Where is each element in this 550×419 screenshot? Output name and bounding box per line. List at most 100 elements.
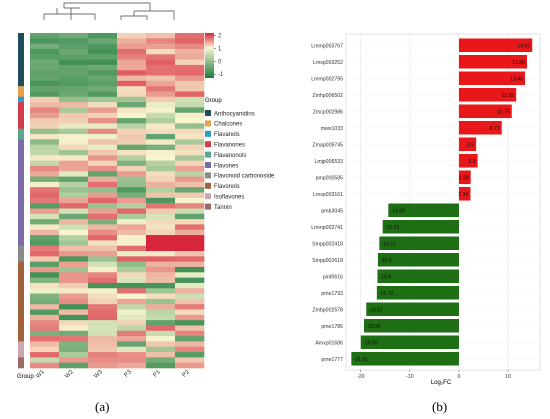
category-label: pmb3045 (321, 208, 343, 214)
heatmap-cell (117, 123, 147, 130)
heatmap-cell (146, 298, 176, 305)
heatmap-cell (88, 213, 118, 220)
legend-entry: Flavones (214, 163, 238, 169)
legend-swatch (205, 162, 211, 168)
heatmap-cell (88, 160, 118, 167)
heatmap-cell (146, 219, 176, 225)
heatmap-cell (30, 160, 60, 167)
heatmap-cell (175, 75, 205, 82)
heatmap-cell (30, 251, 60, 257)
column-labels: W1 W2 W3 P3 P1 P2 (35, 369, 191, 380)
heatmap-cell (30, 171, 60, 177)
heatmap-cell (175, 336, 205, 342)
heatmap-cell (30, 357, 60, 363)
heatmap-cell (59, 38, 89, 44)
bar-value-label: 13.86 (512, 60, 525, 66)
heatmap-cell (146, 325, 176, 332)
legend-entry: Flavonols (214, 184, 240, 190)
bar (360, 335, 459, 350)
bar-value-label: 2.34 (458, 192, 468, 198)
heatmap-cell (117, 256, 147, 262)
heatmap-cell (88, 123, 118, 130)
category-label: Lmjp006533 (314, 159, 343, 165)
legend-entry: Flavanonols (214, 153, 246, 159)
heatmap-cell (146, 357, 176, 363)
heatmap-cell (146, 59, 176, 66)
heatmap-cell (30, 75, 60, 82)
category-label: pmf0616 (323, 274, 343, 280)
column-dendrogram (43, 2, 175, 20)
heatmap-cell (30, 102, 60, 108)
heatmap-cell (30, 298, 60, 305)
heatmap-cell (88, 266, 118, 273)
heatmap-cell (117, 80, 147, 87)
heatmap-cell (175, 197, 205, 204)
heatmap-cell (146, 240, 176, 246)
heatmap-cell (175, 293, 205, 300)
heatmap-cell (30, 59, 60, 66)
heatmap-cell (30, 208, 60, 215)
heatmap-cell (59, 134, 89, 140)
heatmap-cell (59, 245, 89, 252)
heatmap-cell (175, 229, 205, 236)
legend-swatch (205, 193, 211, 200)
heatmap-cell (30, 293, 60, 300)
heatmap-cell (146, 171, 176, 177)
heatmap-cell (59, 224, 89, 231)
heatmap-cell (88, 277, 118, 284)
x-tick-label: 0 (458, 374, 461, 380)
heatmap-cell (146, 128, 176, 135)
heatmap-cell (30, 33, 60, 39)
bar (388, 203, 459, 218)
heatmap-cell (175, 362, 205, 369)
bar-value-label: -16.21 (381, 241, 396, 247)
heatmap-cell (175, 235, 205, 241)
heatmap-cell (30, 213, 60, 220)
heatmap-cell (59, 96, 89, 103)
heatmap-cell (30, 219, 60, 225)
heatmap-cell (117, 86, 147, 92)
heatmap-cell (59, 256, 89, 262)
heatmap-cell (30, 277, 60, 284)
bar (458, 38, 533, 53)
heatmap-cell (175, 208, 205, 215)
heatmap-cell (175, 203, 205, 209)
heatmap-cell (117, 48, 147, 55)
heatmap-cell (175, 33, 205, 39)
heatmap-cell (88, 272, 118, 278)
heatmap-cell (146, 224, 176, 231)
bar (458, 137, 477, 152)
heatmap-cell (30, 149, 60, 156)
heatmap-cell (88, 181, 118, 188)
heatmap-cell (30, 86, 60, 92)
heatmap-cell (146, 261, 176, 268)
bar (458, 87, 517, 102)
heatmap-cell (117, 197, 147, 204)
colorbar-ticks: 2 1 0 -1 (214, 34, 224, 78)
heatmap-cell (59, 139, 89, 145)
column-label: P3 (123, 369, 133, 379)
heatmap-cell (117, 181, 147, 188)
heatmap-cell (30, 123, 60, 130)
heatmap-cell (30, 144, 60, 151)
group-legend: Anthocyanidins Chalcones Flavanols Flavanon… (205, 110, 275, 211)
heatmap-cell (175, 91, 205, 98)
bar (458, 104, 512, 119)
legend-swatch (205, 182, 211, 189)
heatmap-cell (88, 357, 118, 363)
heatmap-cell (146, 362, 176, 369)
heatmap-cell (146, 149, 176, 156)
bar-value-label: -18.87 (368, 307, 383, 313)
heatmap-cell (59, 272, 89, 278)
heatmap-cell (146, 266, 176, 273)
heatmap-cell (30, 139, 60, 145)
heatmap-cell (30, 309, 60, 316)
heatmap-cell (88, 38, 118, 44)
heatmap-cell (30, 192, 60, 199)
heatmap-cell (88, 256, 118, 262)
heatmap-cell (59, 208, 89, 215)
column-axis-label: Group (17, 374, 34, 380)
heatmap-cell (146, 336, 176, 342)
bar-value-label: 3.5 (467, 142, 474, 148)
heatmap-cell (30, 38, 60, 44)
